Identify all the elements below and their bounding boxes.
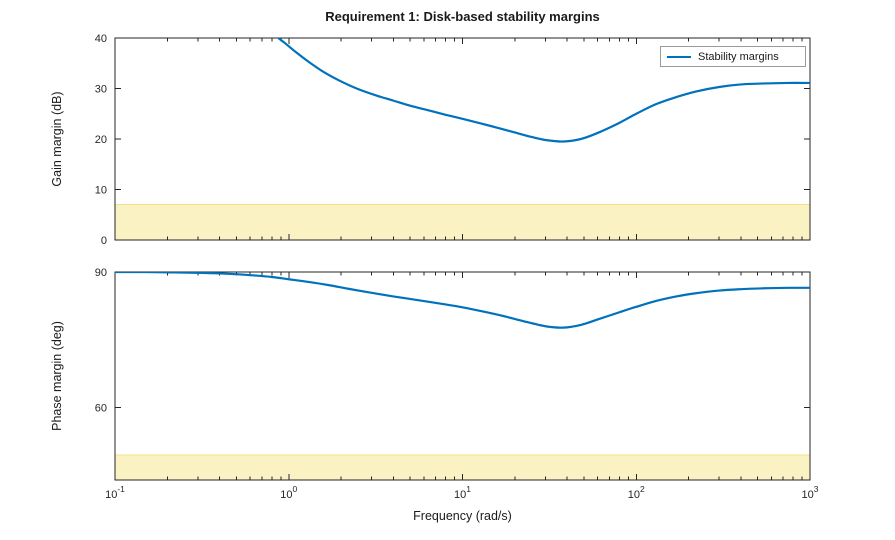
legend-label: Stability margins [698,50,779,63]
figure-title: Requirement 1: Disk-based stability marg… [325,9,600,24]
ticks [114,37,811,241]
phase-margin-curve [115,272,810,329]
gain-margin-curve [276,38,810,143]
y-tick-label: 0 [101,235,107,247]
legend[interactable]: Stability margins [660,46,806,67]
phase-margin-plot: 60 90 10-1 100 101 102 103 [95,267,819,501]
axes-box [114,271,811,481]
y-tick-label: 10 [95,185,107,197]
phase-y-axis-label: Phase margin (deg) [50,321,64,431]
legend-line-sample [667,55,691,58]
gain-y-axis-label: Gain margin (dB) [50,91,64,187]
y-tick-label: 40 [95,33,107,45]
x-tick-label: 10-1 [105,484,125,501]
x-tick-label: 103 [802,484,819,501]
tick-labels: 0 10 20 30 40 [95,33,107,247]
y-tick-label: 90 [95,267,107,279]
gain-margin-plot: 0 10 20 30 40 [95,33,811,247]
y-tick-label: 20 [95,134,107,146]
y-tick-label: 30 [95,84,107,96]
x-tick-label: 102 [628,484,645,501]
y-tick-label: 60 [95,403,107,415]
x-tick-label: 101 [454,484,471,501]
ticks [114,271,811,480]
x-axis-label: Frequency (rad/s) [413,509,512,523]
x-tick-label: 100 [280,484,297,501]
